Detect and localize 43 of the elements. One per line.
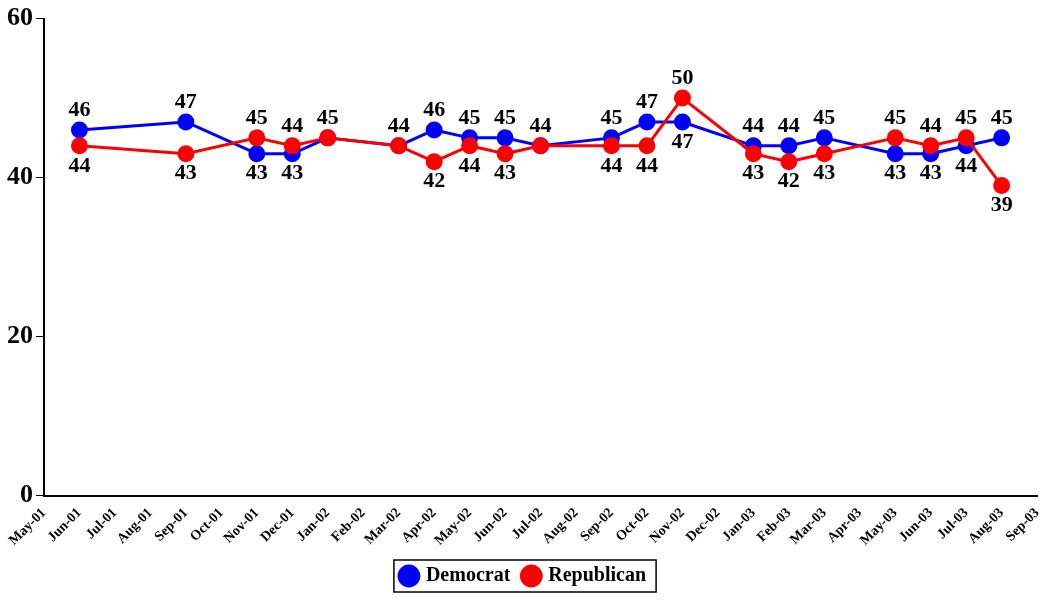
data-label: 45 bbox=[990, 103, 1013, 129]
data-label: 43 bbox=[281, 159, 304, 185]
data-label: 47 bbox=[635, 87, 658, 113]
data-label: 44 bbox=[600, 151, 623, 177]
data-label: 45 bbox=[458, 103, 481, 129]
data-label: 44 bbox=[281, 111, 304, 137]
data-label: 43 bbox=[494, 159, 517, 185]
data-label: 44 bbox=[955, 151, 978, 177]
y-tick-label: 40 bbox=[7, 161, 33, 191]
data-label: 43 bbox=[813, 159, 836, 185]
data-label: 42 bbox=[423, 167, 446, 193]
data-label: 44 bbox=[458, 151, 481, 177]
data-label: 50 bbox=[671, 63, 694, 89]
data-label: 43 bbox=[884, 159, 907, 185]
y-tick-label: 0 bbox=[20, 479, 33, 509]
data-label: 44 bbox=[529, 111, 552, 137]
data-label: 44 bbox=[635, 151, 658, 177]
data-label: 47 bbox=[671, 127, 694, 153]
legend-label: Republican bbox=[548, 563, 647, 587]
data-label: 43 bbox=[174, 159, 197, 185]
data-label: 39 bbox=[990, 191, 1013, 217]
data-label: 45 bbox=[316, 103, 339, 129]
data-label: 44 bbox=[777, 111, 800, 137]
data-label: 45 bbox=[955, 103, 978, 129]
data-label: 45 bbox=[600, 103, 623, 129]
data-label: 44 bbox=[919, 111, 942, 137]
data-label: 43 bbox=[742, 159, 765, 185]
data-label: 43 bbox=[919, 159, 942, 185]
data-label: 46 bbox=[68, 95, 91, 121]
y-tick-label: 20 bbox=[7, 320, 33, 350]
data-label: 47 bbox=[174, 87, 197, 113]
data-label: 46 bbox=[423, 95, 446, 121]
data-label: 44 bbox=[68, 151, 91, 177]
y-tick-label: 60 bbox=[7, 2, 33, 32]
data-label: 45 bbox=[494, 103, 517, 129]
data-label: 42 bbox=[777, 167, 800, 193]
data-label: 44 bbox=[742, 111, 765, 137]
data-label: 44 bbox=[387, 111, 410, 137]
data-label: 45 bbox=[245, 103, 268, 129]
data-label: 45 bbox=[884, 103, 907, 129]
legend-label: Democrat bbox=[425, 563, 511, 586]
data-label: 45 bbox=[813, 103, 836, 129]
data-label: 43 bbox=[245, 159, 268, 185]
